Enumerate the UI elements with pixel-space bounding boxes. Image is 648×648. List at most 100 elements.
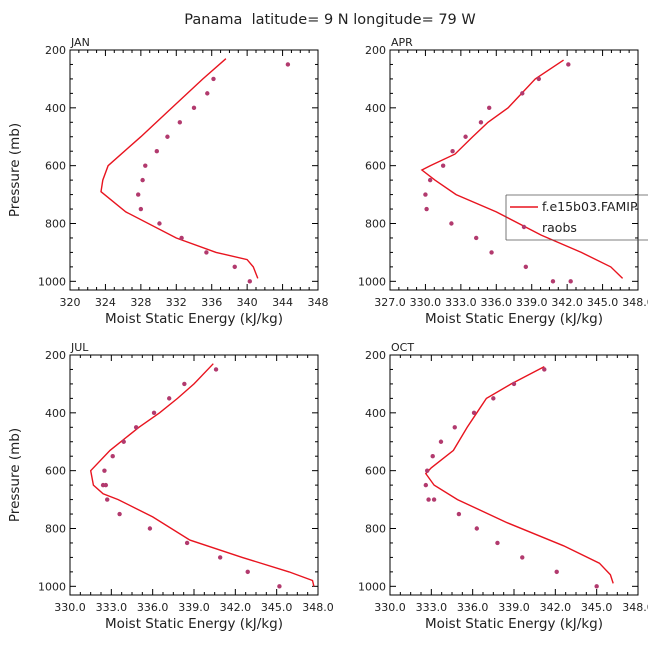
panel-label: JUL	[70, 341, 89, 354]
x-tick-label: 336.0	[137, 601, 169, 614]
raobs-point	[245, 569, 250, 575]
raobs-point	[138, 206, 144, 212]
x-tick-label: 345.0	[261, 601, 293, 614]
raobs-point	[520, 91, 525, 96]
legend-model-label: f.e15b03.FAMIP	[542, 199, 638, 214]
raobs-point	[594, 584, 599, 589]
raobs-point	[566, 62, 571, 67]
y-tick-label: 400	[365, 407, 386, 420]
x-tick-label: 342.0	[551, 296, 583, 309]
y-tick-label: 200	[365, 349, 386, 362]
raobs-point	[165, 134, 170, 139]
raobs-point	[474, 235, 479, 241]
raobs-point	[121, 439, 126, 444]
y-tick-label: 200	[45, 44, 66, 57]
data-layer	[420, 59, 624, 284]
x-tick-label: 342.0	[540, 601, 572, 614]
raobs-point	[213, 367, 219, 372]
raobs-point	[463, 134, 468, 139]
raobs-point	[536, 76, 541, 82]
raobs-point	[430, 454, 435, 459]
raobs-point	[440, 163, 446, 168]
x-tick-labels: 330.0 333.0 336.0 339.0 342.0 345.0 348.0	[374, 601, 648, 614]
raobs-point	[491, 396, 496, 401]
x-tick-label: 345.0	[587, 296, 619, 309]
raobs-point	[211, 76, 216, 82]
panel-apr: APR 327.0 330.0 333.0 336.0 339.0 342.0 345.0 34…	[358, 36, 648, 327]
legend: f.e15b03.FAMIP raobs	[505, 194, 648, 241]
x-tick-label: 339.0	[178, 601, 210, 614]
x-tick-label: 336.0	[457, 601, 489, 614]
raobs-point	[184, 540, 190, 546]
raobs-point	[232, 264, 237, 270]
y-axis-label: Pressure (mb)	[7, 123, 23, 217]
x-tick-labels: 320 324 328 332 336 340 344 348	[60, 296, 329, 309]
raobs-point	[182, 381, 187, 387]
raobs-point	[427, 177, 433, 183]
x-tick-label: 324	[95, 296, 116, 309]
panel-oct: OCT 330.0 333.0 336.0 339.0 342.0 345.0 348.0 20…	[358, 341, 648, 632]
raobs-point	[191, 105, 197, 111]
x-tick-label: 328	[130, 296, 151, 309]
raobs-point	[511, 381, 517, 387]
model-line	[100, 58, 259, 279]
y-tick-label: 400	[365, 102, 386, 115]
panel-label: JAN	[70, 36, 90, 49]
x-axis-label: Moist Static Energy (kJ/kg)	[105, 616, 283, 632]
y-tick-label: 400	[45, 102, 66, 115]
raobs-point	[110, 454, 115, 459]
raobs-point	[167, 396, 172, 401]
raobs-point	[277, 584, 282, 589]
raobs-point	[568, 279, 573, 284]
raobs-point	[489, 250, 494, 255]
y-tick-label: 600	[45, 465, 66, 478]
raobs-point	[542, 367, 547, 372]
raobs-point	[424, 206, 429, 212]
x-tick-label: 339.0	[516, 296, 548, 309]
panel-jul: JUL 330.0 333.0 336.0 339.0 342.0 345.0 348.0 20…	[7, 341, 334, 632]
raobs-point	[425, 468, 430, 473]
x-tick-label: 340	[237, 296, 258, 309]
x-tick-label: 330.0	[374, 601, 406, 614]
raobs-point	[105, 497, 110, 502]
raobs-point	[133, 425, 139, 430]
raobs-point	[157, 221, 162, 226]
y-tick-label: 800	[45, 217, 66, 230]
x-tick-labels: 330.0 333.0 336.0 339.0 342.0 345.0 348.0	[54, 601, 334, 614]
raobs-point	[554, 569, 559, 575]
x-tick-label: 320	[60, 296, 81, 309]
x-tick-label: 344	[272, 296, 293, 309]
x-tick-label: 345.0	[581, 601, 613, 614]
figure-title: Panama latitude= 9 N longitude= 79 W	[184, 12, 475, 28]
raobs-point	[423, 192, 428, 197]
data-layer	[100, 58, 291, 284]
y-tick-label: 800	[45, 522, 66, 535]
raobs-point	[247, 279, 252, 284]
y-tick-label: 1000	[358, 580, 386, 593]
model-line	[89, 363, 315, 587]
raobs-point	[204, 250, 209, 255]
raobs-point	[426, 497, 431, 502]
panel-label: APR	[391, 36, 413, 49]
y-tick-label: 600	[45, 160, 66, 173]
raobs-point	[474, 526, 479, 531]
raobs-point	[438, 439, 444, 444]
y-tick-label: 200	[45, 349, 66, 362]
raobs-point	[140, 177, 145, 183]
raobs-point	[285, 62, 291, 67]
raobs-point	[179, 235, 184, 241]
x-tick-label: 336	[201, 296, 222, 309]
raobs-point	[478, 120, 484, 125]
raobs-point	[423, 482, 429, 488]
raobs-point	[154, 149, 159, 154]
raobs-point	[523, 264, 529, 270]
raobs-point	[147, 526, 153, 531]
y-tick-label: 200	[365, 44, 386, 57]
x-tick-label: 333.0	[96, 601, 128, 614]
x-axis-label: Moist Static Energy (kJ/kg)	[425, 311, 603, 327]
y-tick-label: 800	[365, 217, 386, 230]
x-tick-label: 333.0	[445, 296, 477, 309]
x-tick-label: 332	[166, 296, 187, 309]
raobs-point	[177, 120, 183, 125]
